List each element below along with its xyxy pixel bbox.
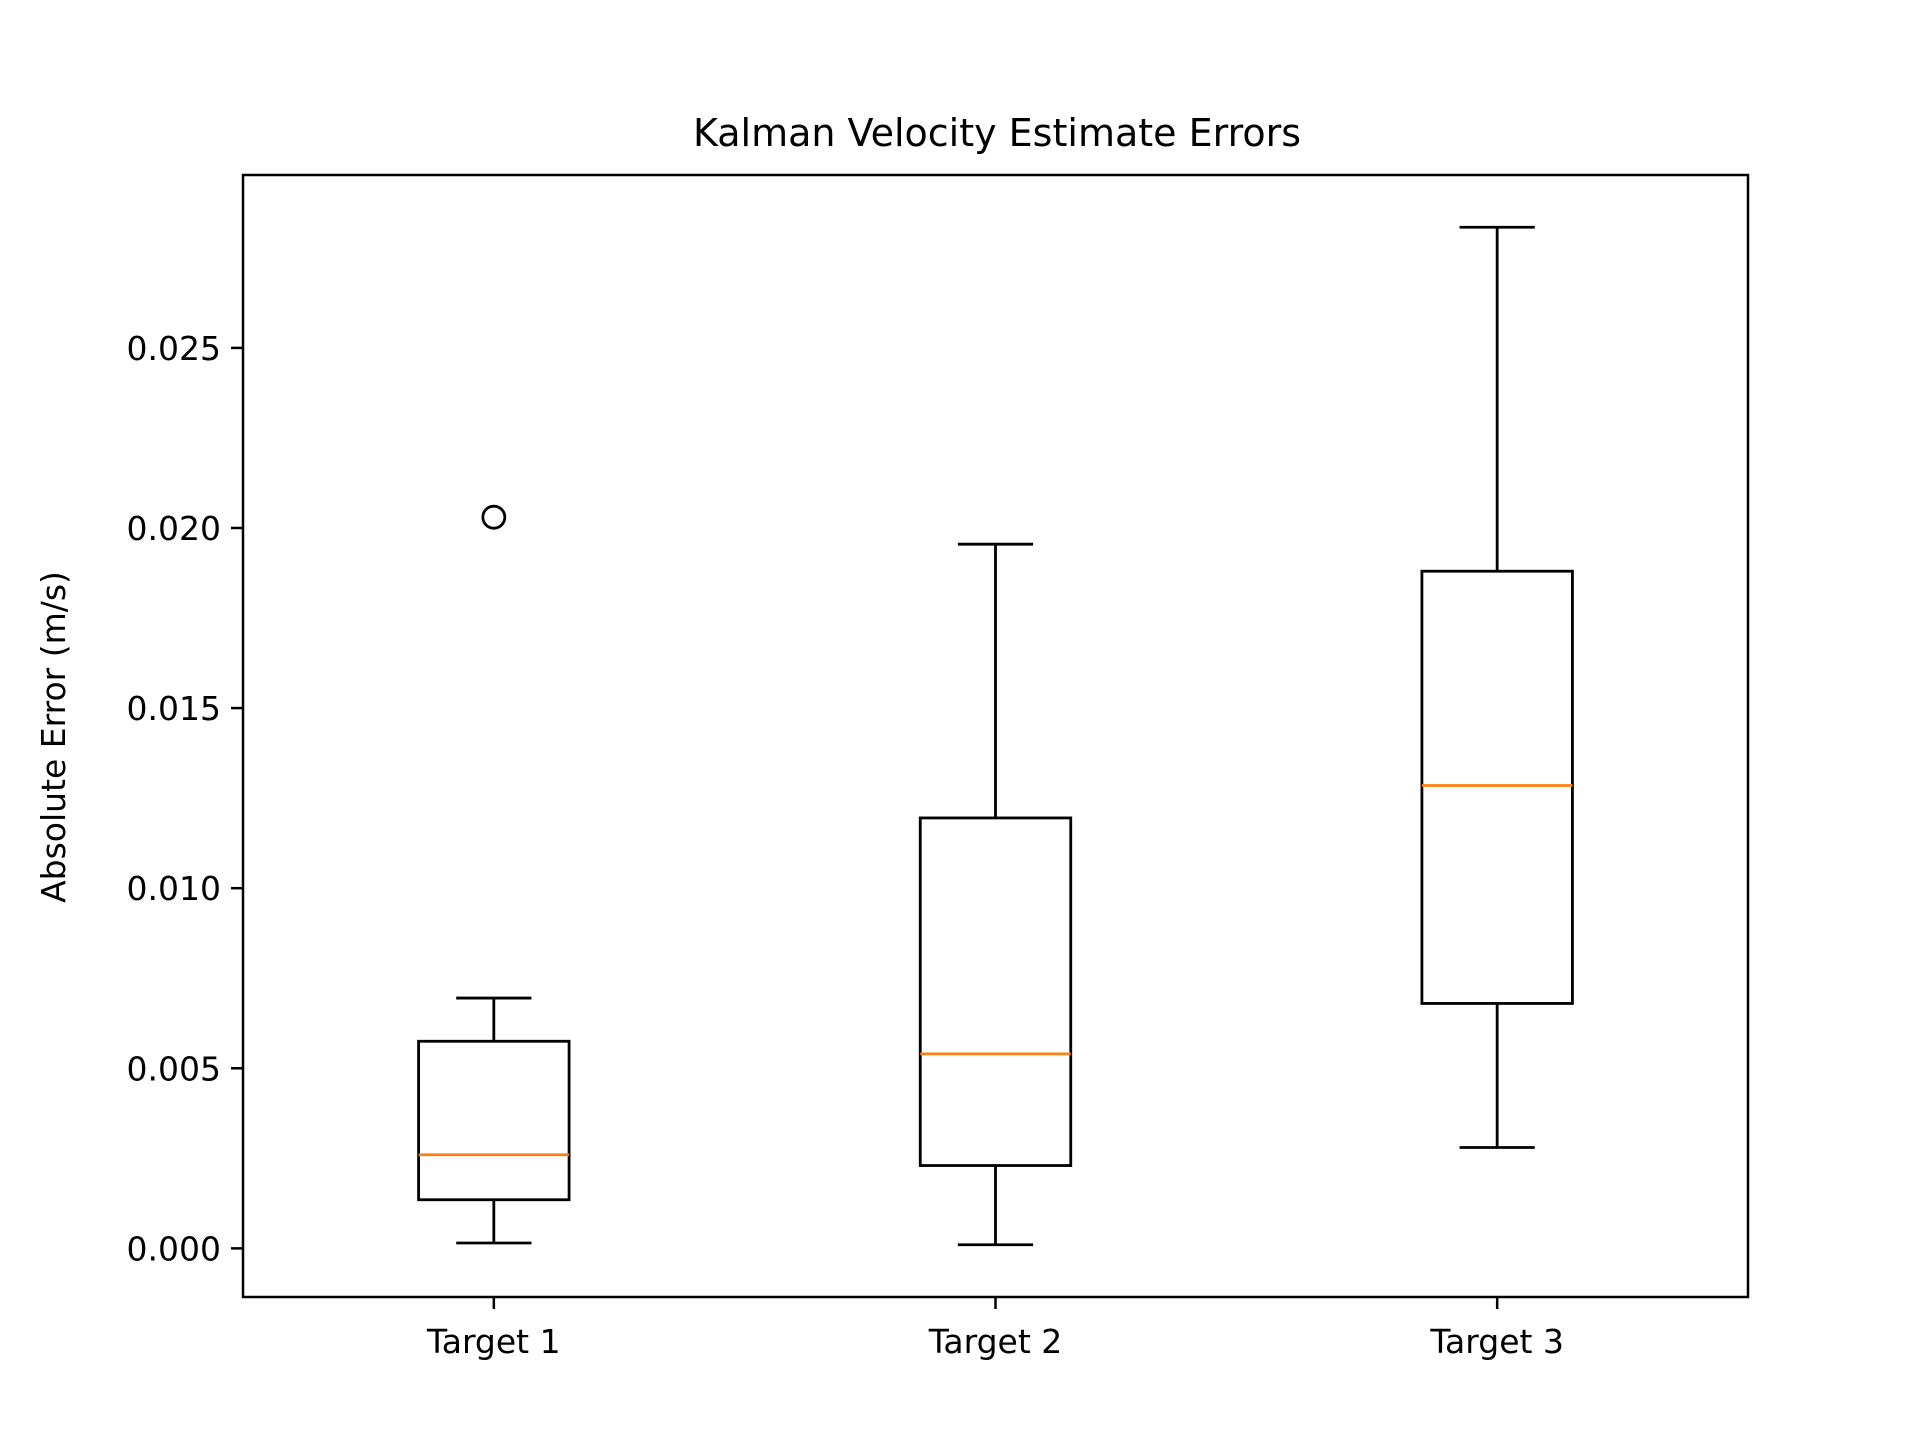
- box-body: [1420, 569, 1574, 1005]
- x-tick-label: Target 1: [426, 1322, 561, 1361]
- y-tick-label: 0.015: [127, 689, 221, 728]
- chart-title: Kalman Velocity Estimate Errors: [693, 111, 1301, 155]
- y-tick-label: 0.020: [127, 509, 221, 548]
- y-tick-label: 0.010: [127, 869, 221, 908]
- x-tick-label: Target 2: [928, 1322, 1063, 1361]
- y-axis-label: Absolute Error (m/s): [34, 571, 73, 903]
- box-2: [918, 542, 1073, 1247]
- y-tick-label: 0.025: [127, 329, 221, 368]
- box-3: [1420, 225, 1574, 1149]
- box-body: [918, 816, 1073, 1167]
- y-tick-label: 0.005: [127, 1049, 221, 1088]
- x-axis: Target 1 Target 2 Target 3: [426, 1297, 1564, 1361]
- outlier-point: [481, 504, 507, 530]
- box-series: [417, 225, 1574, 1247]
- box-body: [417, 1039, 571, 1202]
- x-tick-label: Target 3: [1429, 1322, 1564, 1361]
- y-axis: 0.000 0.005 0.010 0.015 0.020 0.025: [127, 329, 243, 1268]
- y-tick-label: 0.000: [127, 1229, 221, 1268]
- box-1: [417, 504, 571, 1245]
